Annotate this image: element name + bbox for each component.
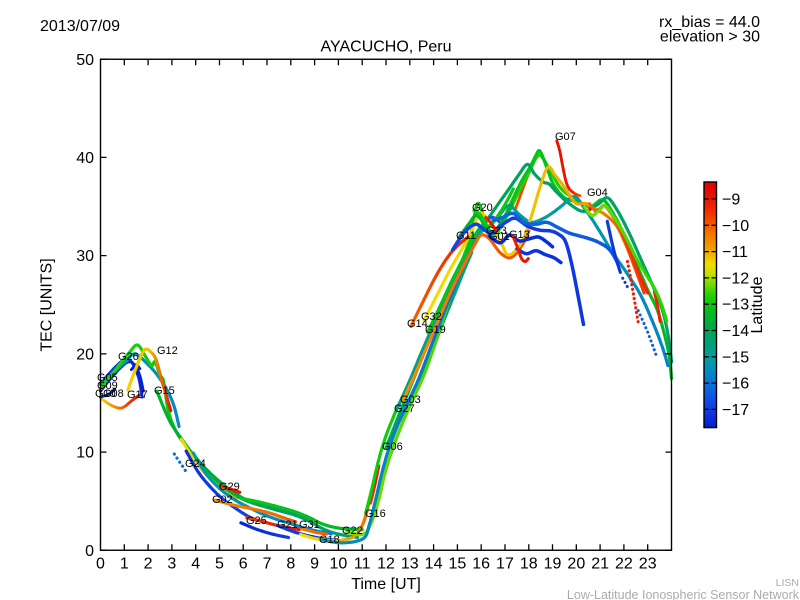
svg-text:−11: −11 (722, 244, 748, 261)
svg-text:5: 5 (215, 556, 224, 573)
svg-text:40: 40 (76, 150, 94, 167)
svg-text:G25: G25 (246, 515, 267, 527)
svg-text:G03: G03 (400, 394, 421, 406)
svg-text:G05: G05 (97, 372, 118, 384)
svg-text:AYACUCHO, Peru: AYACUCHO, Peru (321, 39, 452, 56)
svg-text:7: 7 (263, 556, 272, 573)
svg-text:−16: −16 (722, 376, 749, 393)
svg-text:G31: G31 (299, 519, 320, 531)
svg-text:16: 16 (472, 556, 490, 573)
svg-text:19: 19 (544, 556, 562, 573)
svg-text:G14: G14 (407, 318, 428, 330)
svg-text:15: 15 (448, 556, 466, 573)
svg-text:1: 1 (120, 556, 129, 573)
svg-text:−15: −15 (722, 349, 749, 366)
svg-text:G13: G13 (509, 229, 530, 241)
svg-text:G18: G18 (319, 534, 340, 546)
svg-text:0: 0 (85, 543, 94, 560)
svg-text:G10: G10 (95, 388, 116, 400)
svg-text:2013/07/09: 2013/07/09 (40, 18, 120, 35)
svg-text:9: 9 (310, 556, 319, 573)
svg-text:18: 18 (520, 556, 538, 573)
svg-text:21: 21 (591, 556, 609, 573)
svg-text:G11: G11 (456, 230, 476, 242)
svg-text:30: 30 (76, 248, 94, 265)
svg-text:G12: G12 (157, 345, 178, 357)
svg-text:14: 14 (425, 556, 443, 573)
svg-text:0: 0 (96, 556, 105, 573)
svg-text:TEC [UNITS]: TEC [UNITS] (39, 258, 56, 351)
svg-text:4: 4 (191, 556, 200, 573)
svg-text:22: 22 (615, 556, 633, 573)
svg-text:G27: G27 (394, 403, 415, 415)
svg-text:3: 3 (167, 556, 176, 573)
svg-text:G29: G29 (219, 481, 240, 493)
svg-text:G20: G20 (472, 202, 493, 214)
svg-text:−9: −9 (722, 192, 740, 209)
svg-text:LISN: LISN (776, 577, 799, 589)
svg-text:G07: G07 (555, 131, 576, 143)
svg-text:12: 12 (377, 556, 395, 573)
svg-text:G08: G08 (103, 388, 124, 400)
svg-text:−10: −10 (722, 218, 749, 235)
svg-text:G09: G09 (97, 380, 118, 392)
svg-text:Time [UT]: Time [UT] (351, 576, 421, 593)
svg-text:−14: −14 (722, 323, 749, 340)
svg-text:G15: G15 (154, 385, 175, 397)
svg-text:8: 8 (286, 556, 295, 573)
svg-text:G24: G24 (185, 458, 206, 470)
svg-text:10: 10 (76, 445, 94, 462)
svg-text:2: 2 (144, 556, 153, 573)
svg-text:elevation > 30: elevation > 30 (660, 29, 760, 46)
svg-text:10: 10 (330, 556, 348, 573)
svg-text:Low-Latitude Ionospheric Senso: Low-Latitude Ionospheric Sensor Network (567, 588, 800, 600)
svg-text:G17: G17 (127, 389, 148, 401)
svg-text:6: 6 (239, 556, 248, 573)
svg-text:rx_bias = 44.0: rx_bias = 44.0 (659, 14, 760, 31)
svg-text:11: 11 (354, 556, 371, 573)
svg-text:−13: −13 (722, 297, 749, 314)
svg-text:50: 50 (76, 52, 94, 69)
svg-text:G23: G23 (486, 225, 507, 237)
svg-text:20: 20 (567, 556, 585, 573)
svg-text:13: 13 (401, 556, 419, 573)
svg-text:−12: −12 (722, 270, 749, 287)
svg-text:G04: G04 (587, 187, 608, 199)
svg-text:−17: −17 (722, 402, 749, 419)
svg-text:G19: G19 (425, 324, 446, 336)
svg-text:20: 20 (76, 346, 94, 363)
svg-text:Latitude: Latitude (749, 276, 766, 333)
svg-text:G02: G02 (212, 494, 233, 506)
svg-text:23: 23 (639, 556, 657, 573)
svg-text:G22: G22 (342, 525, 363, 537)
svg-text:G26: G26 (118, 351, 139, 363)
svg-text:G32: G32 (421, 311, 442, 323)
svg-text:G01: G01 (489, 231, 510, 243)
svg-text:17: 17 (496, 556, 514, 573)
svg-text:G16: G16 (365, 508, 386, 520)
svg-text:G21: G21 (277, 519, 298, 531)
svg-text:G06: G06 (382, 441, 403, 453)
